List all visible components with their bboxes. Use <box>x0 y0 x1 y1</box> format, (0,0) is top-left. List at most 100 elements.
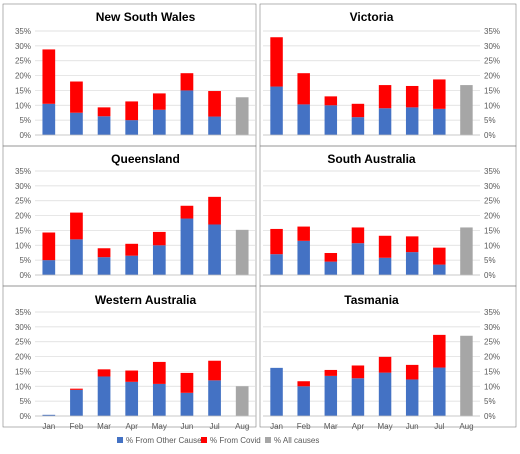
legend-swatch--from-covid <box>201 437 207 443</box>
x-tick-label: Jun <box>406 422 419 431</box>
bar-covid-jan <box>42 49 56 104</box>
bar-covid-may <box>152 93 166 110</box>
y-tick-label: 10% <box>484 241 500 250</box>
y-tick-label: 35% <box>15 308 31 317</box>
bar-other-causes-may <box>152 245 166 275</box>
y-tick-label: 0% <box>19 412 31 421</box>
y-tick-label: 0% <box>484 412 496 421</box>
bar-covid-jul <box>208 91 221 117</box>
y-tick-label: 5% <box>19 256 31 265</box>
bar-other-causes-jan <box>270 254 283 275</box>
panel-frame <box>259 285 517 428</box>
x-tick-label: Apr <box>352 422 365 431</box>
bar-covid-may <box>378 356 392 373</box>
bar-other-causes-jan <box>270 86 283 135</box>
x-tick-label: Aug <box>459 422 473 431</box>
panel-title: Western Australia <box>95 293 197 307</box>
legend-swatch--all-causes <box>265 437 271 443</box>
bar-covid-feb <box>70 212 83 240</box>
y-tick-label: 20% <box>15 72 31 81</box>
bar-covid-mar <box>324 369 338 376</box>
y-tick-label: 5% <box>19 116 31 125</box>
bar-other-causes-apr <box>125 120 139 135</box>
bar-other-causes-jul <box>208 380 221 416</box>
bar-other-causes-may <box>378 108 392 135</box>
bar-other-causes-apr <box>351 117 365 135</box>
y-tick-label: 10% <box>15 382 31 391</box>
x-tick-label: Feb <box>70 422 84 431</box>
y-tick-label: 30% <box>15 42 31 51</box>
y-tick-label: 10% <box>15 241 31 250</box>
x-tick-label: Mar <box>97 422 111 431</box>
panel-title: Victoria <box>350 10 394 24</box>
y-tick-label: 0% <box>19 271 31 280</box>
y-tick-label: 0% <box>484 271 496 280</box>
bar-other-causes-mar <box>97 376 111 416</box>
bar-other-causes-jun <box>180 218 194 275</box>
bar-covid-jun <box>405 364 419 380</box>
y-tick-label: 10% <box>484 382 500 391</box>
bar-other-causes-feb <box>70 112 83 135</box>
y-tick-label: 15% <box>15 86 31 95</box>
y-tick-label: 5% <box>19 397 31 406</box>
bar-covid-apr <box>125 243 139 256</box>
bar-other-causes-feb <box>70 389 83 416</box>
panel-tasmania: 0% 5% 10% 15% 20% 25% 30% 35% Tasmania Jan Feb Mar A… <box>259 285 517 431</box>
bar-covid-may <box>152 361 166 384</box>
bar-covid-feb <box>297 73 310 105</box>
bar-covid-jul <box>433 79 446 109</box>
legend: % From Other Causes % From Covid % All cau… <box>117 436 319 445</box>
y-tick-label: 15% <box>15 367 31 376</box>
bar-other-causes-may <box>152 383 166 416</box>
bar-covid-jan <box>270 228 283 255</box>
panel-title: Queensland <box>111 152 180 166</box>
panel-queensland: 0% 5% 10% 15% 20% 25% 30% 35% Queensland <box>2 145 257 287</box>
y-tick-label: 25% <box>15 197 31 206</box>
y-tick-label: 20% <box>484 353 500 362</box>
y-tick-label: 35% <box>15 167 31 176</box>
bar-all-causes-aug <box>235 386 249 416</box>
y-tick-label: 10% <box>15 101 31 110</box>
y-tick-label: 30% <box>15 182 31 191</box>
y-tick-label: 20% <box>484 212 500 221</box>
bar-other-causes-mar <box>324 105 338 135</box>
y-tick-label: 25% <box>15 57 31 66</box>
y-tick-label: 20% <box>15 212 31 221</box>
bar-covid-apr <box>125 370 139 382</box>
bar-other-causes-mar <box>324 375 338 416</box>
y-tick-label: 30% <box>484 42 500 51</box>
bar-other-causes-apr <box>351 378 365 416</box>
bar-other-causes-may <box>378 257 392 275</box>
x-tick-label: Mar <box>324 422 338 431</box>
bar-covid-jul <box>208 360 221 381</box>
bar-other-causes-jan <box>42 103 56 135</box>
bar-covid-apr <box>351 103 365 118</box>
bar-covid-apr <box>351 365 365 379</box>
y-tick-label: 20% <box>484 72 500 81</box>
panel-victoria: 0% 5% 10% 15% 20% 25% 30% 35% Victoria <box>259 3 517 147</box>
bar-covid-jun <box>180 205 194 219</box>
x-tick-label: Jul <box>209 422 219 431</box>
bar-other-causes-jul <box>208 116 221 135</box>
bar-other-causes-jun <box>405 252 419 275</box>
bar-covid-mar <box>324 253 338 262</box>
bar-covid-jun <box>180 73 194 91</box>
bar-covid-jul <box>433 247 446 265</box>
y-tick-label: 5% <box>484 397 496 406</box>
y-tick-label: 25% <box>15 338 31 347</box>
bar-other-causes-feb <box>70 239 83 275</box>
y-tick-label: 35% <box>15 27 31 36</box>
x-tick-label: Jun <box>180 422 193 431</box>
legend-label--from-covid: % From Covid <box>210 436 261 445</box>
legend-label--from-other-causes: % From Other Causes <box>126 436 206 445</box>
bar-other-causes-jan <box>270 367 283 416</box>
bar-covid-mar <box>97 107 111 117</box>
x-tick-label: Feb <box>297 422 311 431</box>
y-tick-label: 15% <box>484 367 500 376</box>
bar-covid-may <box>378 235 392 258</box>
bar-covid-may <box>152 231 166 246</box>
bar-other-causes-jan <box>42 260 56 275</box>
y-tick-label: 35% <box>484 27 500 36</box>
